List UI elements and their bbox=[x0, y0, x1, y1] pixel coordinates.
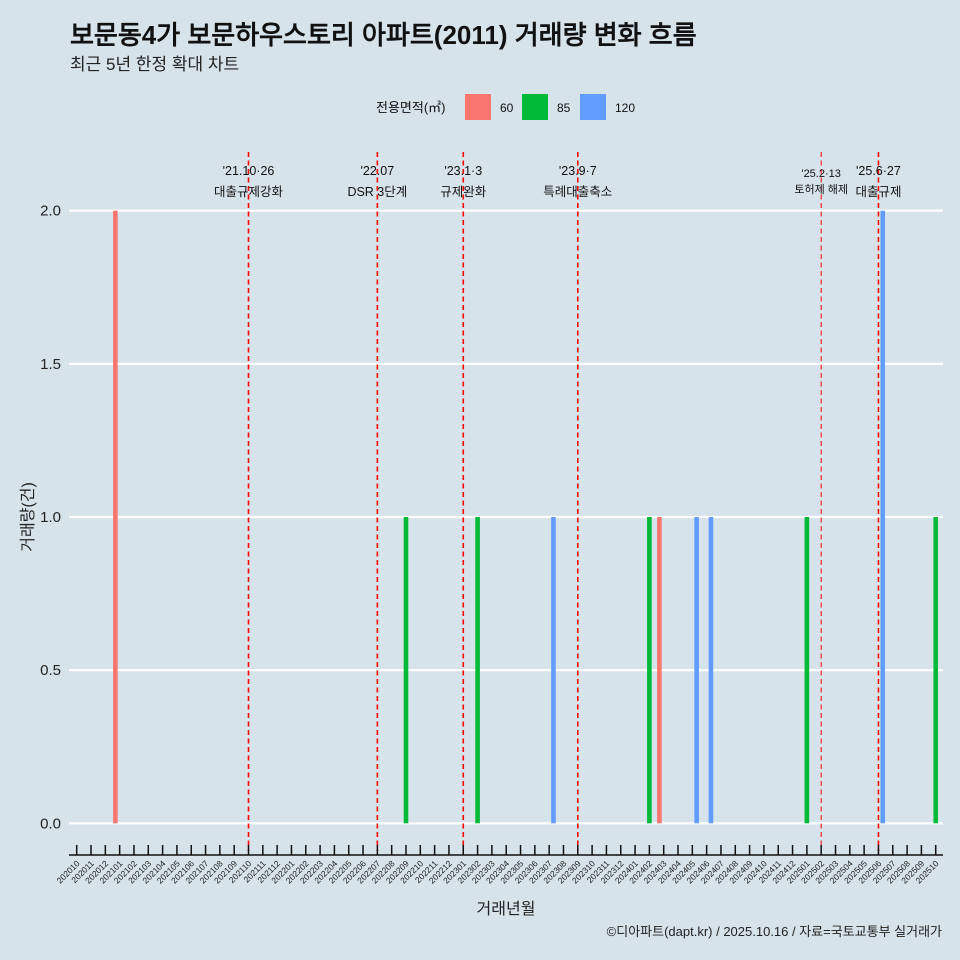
event-annotations: '21.10·26 대출규제강화 '22.07 DSR 3단계 '23.1·3 규제완화 '… bbox=[214, 164, 901, 199]
bar-60-202101 bbox=[113, 210, 118, 824]
x-axis-title: 거래년월 bbox=[477, 900, 536, 918]
legend-label-60: 60 bbox=[500, 101, 514, 115]
event-date-label: '25.2·13 bbox=[801, 168, 840, 180]
event-description-label: 특례대출축소 bbox=[543, 185, 612, 199]
event-date-label: '23.9·7 bbox=[559, 164, 597, 178]
y-tick-label: 2.0 bbox=[40, 203, 61, 220]
y-gridlines bbox=[69, 209, 943, 825]
legend-label-120: 120 bbox=[615, 101, 635, 115]
bar-85-202510 bbox=[933, 517, 939, 824]
y-tick-label: 1.0 bbox=[40, 509, 61, 526]
x-axis: 2020102020112020122021012021022021032021… bbox=[54, 845, 943, 885]
event-date-label: '23.1·3 bbox=[444, 164, 482, 178]
legend-item-60: 60 bbox=[465, 94, 514, 120]
event-description-label: 대출규제 bbox=[855, 185, 901, 199]
event-lines bbox=[247, 152, 880, 851]
legend-swatch-85 bbox=[522, 94, 548, 120]
event-description-label: DSR 3단계 bbox=[347, 185, 407, 199]
bar-85-202402 bbox=[647, 517, 652, 824]
legend-title: 전용면적(㎡) bbox=[376, 100, 446, 115]
event-date-label: '21.10·26 bbox=[223, 164, 275, 178]
legend: 전용면적(㎡) 60 85 120 bbox=[376, 94, 635, 120]
y-tick-label: 0.5 bbox=[40, 662, 61, 679]
bar-85-202501 bbox=[804, 517, 810, 824]
legend-swatch-120 bbox=[580, 94, 606, 120]
event-description-label: 대출규제강화 bbox=[214, 185, 284, 199]
bar-120-202406 bbox=[708, 517, 714, 824]
bar-85-202209 bbox=[403, 517, 409, 824]
chart-subtitle: 최근 5년 한정 확대 차트 bbox=[70, 55, 239, 74]
bar-60-202403 bbox=[657, 517, 662, 824]
legend-label-85: 85 bbox=[557, 101, 571, 115]
event-description-label: 규제완화 bbox=[440, 185, 487, 199]
bar-120-202506 bbox=[880, 210, 886, 824]
y-axis-title: 거래량(건) bbox=[19, 482, 37, 552]
chart-title: 보문동4가 보문하우스토리 아파트(2011) 거래량 변화 흐름 bbox=[70, 20, 697, 50]
legend-swatch-60 bbox=[465, 94, 491, 120]
y-tick-label: 1.5 bbox=[40, 356, 61, 373]
bar-120-202307 bbox=[551, 517, 556, 824]
caption: ©디아파트(dapt.kr) / 2025.10.16 / 자료=국토교통부 실… bbox=[607, 924, 942, 939]
event-date-label: '25.6·27 bbox=[856, 164, 901, 178]
event-date-label: '22.07 bbox=[361, 164, 395, 178]
y-axis-tick-labels: 0.0 0.5 1.0 1.5 2.0 bbox=[40, 203, 61, 833]
bar-85-202302 bbox=[475, 517, 480, 824]
bar-120-202405 bbox=[694, 517, 699, 824]
bars bbox=[113, 210, 939, 824]
legend-item-85: 85 bbox=[522, 94, 571, 120]
event-description-label: 토허제 해제 bbox=[794, 182, 848, 196]
legend-item-120: 120 bbox=[580, 94, 635, 120]
y-tick-label: 0.0 bbox=[40, 815, 61, 832]
